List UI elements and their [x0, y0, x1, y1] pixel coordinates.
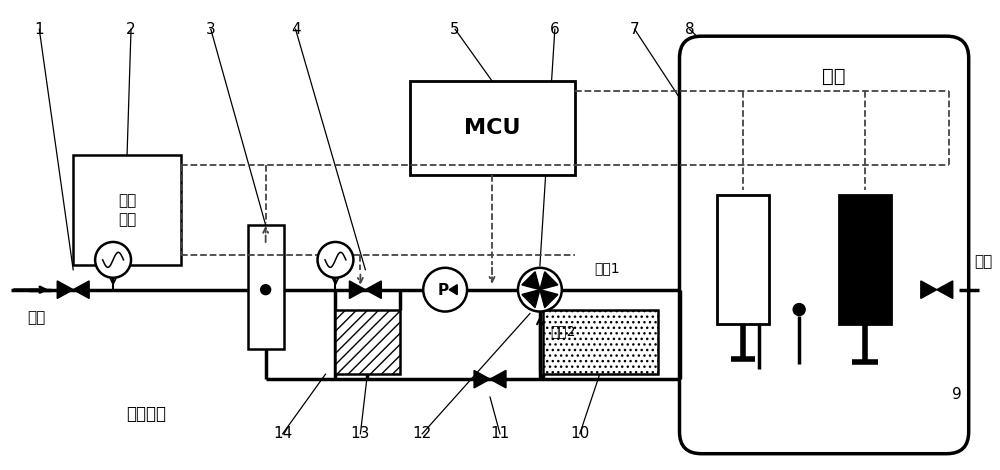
Circle shape: [518, 268, 562, 312]
Text: 11: 11: [490, 426, 510, 441]
Text: 14: 14: [273, 426, 292, 441]
Text: 出口: 出口: [975, 254, 993, 269]
Polygon shape: [921, 281, 937, 298]
Circle shape: [423, 268, 467, 312]
Bar: [717, 195, 769, 324]
Circle shape: [261, 285, 271, 295]
Circle shape: [95, 242, 131, 278]
Text: 入口: 入口: [27, 310, 45, 325]
Text: 车厢: 车厢: [822, 66, 846, 86]
Bar: [73, 156, 181, 265]
Polygon shape: [474, 370, 490, 388]
Bar: [335, 310, 400, 374]
Text: 3: 3: [206, 22, 216, 37]
Bar: [543, 310, 658, 374]
Polygon shape: [937, 281, 953, 298]
FancyBboxPatch shape: [680, 36, 969, 454]
Polygon shape: [540, 272, 558, 290]
Polygon shape: [57, 281, 73, 298]
Text: 7: 7: [630, 22, 639, 37]
Bar: [248, 225, 284, 349]
Text: 13: 13: [351, 426, 370, 441]
Polygon shape: [522, 272, 540, 290]
Circle shape: [793, 304, 805, 315]
Text: 12: 12: [413, 426, 432, 441]
Text: 支路1: 支路1: [595, 261, 620, 275]
Polygon shape: [540, 290, 558, 308]
Text: 5: 5: [450, 22, 460, 37]
Text: 6: 6: [550, 22, 560, 37]
Text: MCU: MCU: [464, 118, 520, 138]
Circle shape: [318, 242, 353, 278]
Text: 1: 1: [34, 22, 44, 37]
Bar: [410, 81, 575, 175]
Polygon shape: [365, 281, 381, 298]
Text: 车速
信号: 车速 信号: [118, 193, 136, 227]
Text: 9: 9: [952, 386, 962, 401]
Text: 4: 4: [291, 22, 300, 37]
Text: 8: 8: [685, 22, 694, 37]
Polygon shape: [490, 370, 506, 388]
Text: 支路2: 支路2: [550, 324, 575, 338]
Polygon shape: [73, 281, 89, 298]
Text: 外部环境: 外部环境: [126, 405, 166, 423]
Polygon shape: [349, 281, 365, 298]
Polygon shape: [449, 285, 457, 295]
Polygon shape: [522, 290, 540, 308]
Text: 10: 10: [570, 426, 589, 441]
Bar: [839, 195, 891, 324]
Text: P: P: [438, 283, 449, 298]
Text: 2: 2: [126, 22, 136, 37]
